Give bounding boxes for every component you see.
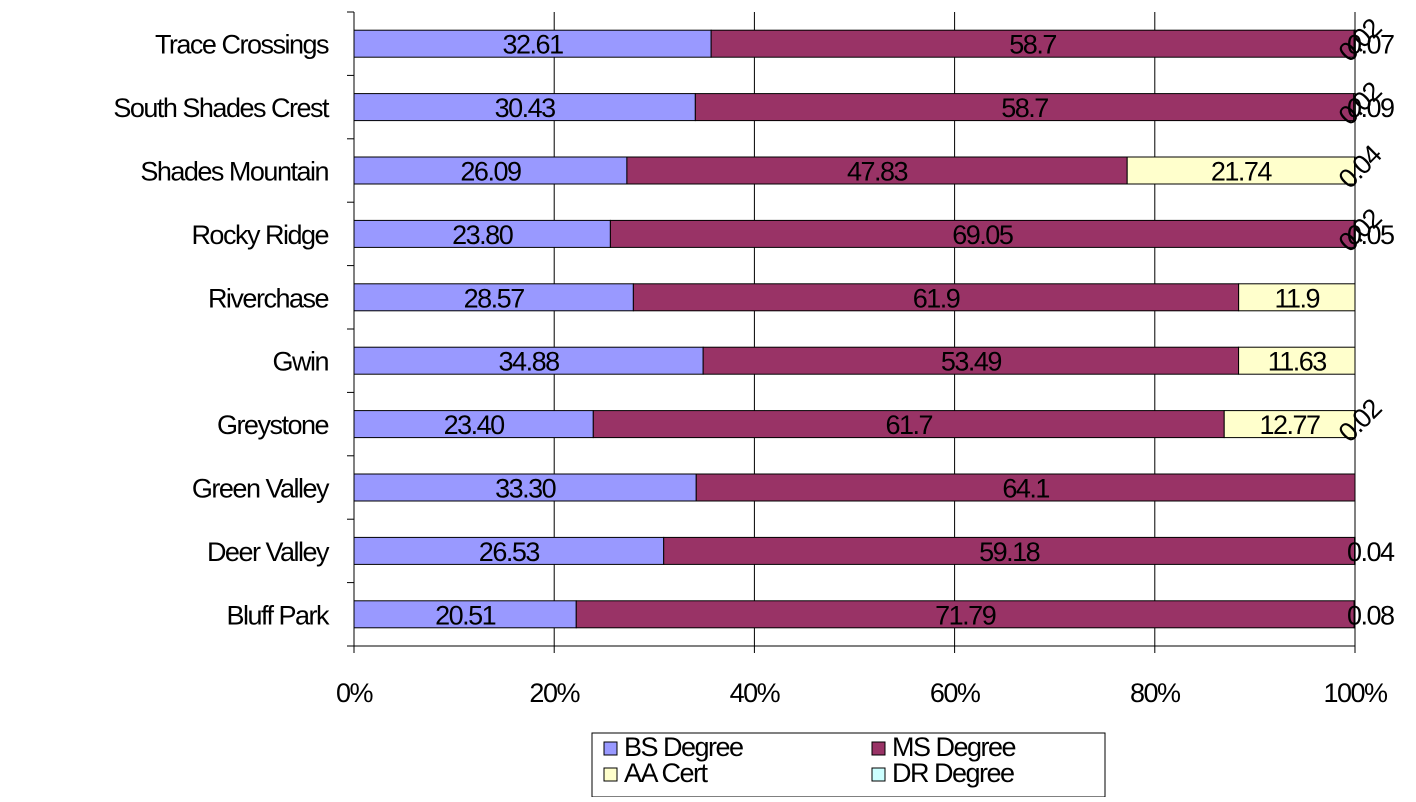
bar-segment — [353, 29, 712, 58]
data-label: 61.7 — [885, 410, 932, 440]
data-label: 11.63 — [1268, 347, 1327, 377]
bar-segment — [575, 600, 1355, 629]
bar-segment — [592, 410, 1225, 439]
x-tick-label: 0% — [336, 678, 374, 708]
bar-segment — [353, 219, 611, 248]
bar-segment — [609, 219, 1355, 248]
bar-segment — [1354, 156, 1356, 185]
data-label: 33.30 — [495, 474, 556, 504]
category-label: Trace Crossings — [155, 30, 329, 60]
data-label: 32.61 — [503, 30, 564, 60]
category-label: Greystone — [217, 410, 329, 440]
x-tick-label: 60% — [930, 678, 981, 708]
data-label: 0.02 — [1333, 393, 1387, 447]
legend-label: MS Degree — [892, 732, 1016, 762]
data-label: 58.7 — [1001, 93, 1048, 123]
data-label: 0.08 — [1347, 600, 1394, 630]
legend-swatch — [871, 741, 886, 756]
data-label: 0.04 — [1347, 537, 1395, 567]
x-tick-label: 20% — [529, 678, 580, 708]
category-label: Bluff Park — [226, 600, 330, 630]
legend-box — [591, 732, 1106, 798]
legend-swatch — [871, 767, 886, 782]
x-tick-label: 100% — [1323, 678, 1388, 708]
x-tick-label: 80% — [1130, 678, 1181, 708]
category-label: Green Valley — [192, 474, 330, 504]
bar-segment — [1353, 600, 1356, 629]
bar-segment — [1126, 156, 1356, 185]
bar-segment — [1354, 410, 1356, 439]
data-label: 64.1 — [1002, 474, 1049, 504]
data-label: 69.05 — [952, 220, 1013, 250]
bar-segment — [663, 536, 1356, 565]
bar-segment — [1238, 283, 1356, 312]
category-label: Gwin — [272, 347, 328, 377]
bar-segment — [695, 473, 1356, 502]
data-label: 30.43 — [495, 93, 556, 123]
category-label: Shades Mountain — [140, 157, 328, 187]
category-label: Riverchase — [208, 283, 329, 313]
data-label: 11.9 — [1275, 283, 1320, 313]
data-label: 53.49 — [941, 347, 1002, 377]
data-label: 23.80 — [452, 220, 513, 250]
data-label: 58.7 — [1009, 30, 1056, 60]
bar-segment — [702, 346, 1240, 375]
legend-label: DR Degree — [892, 758, 1014, 788]
bar-segment — [353, 283, 634, 312]
x-tick-label: 40% — [730, 678, 781, 708]
bar-segment — [353, 346, 704, 375]
data-label: 59.18 — [979, 537, 1040, 567]
bar-segment — [353, 473, 697, 502]
data-label: 23.40 — [444, 410, 505, 440]
bar-segment — [1238, 346, 1356, 375]
data-label: 26.53 — [479, 537, 540, 567]
bar-segment — [353, 93, 696, 122]
data-label: 26.09 — [460, 157, 521, 187]
bar-segment — [1223, 410, 1356, 439]
bar-segment — [1354, 93, 1356, 122]
bar-segment — [694, 93, 1355, 122]
data-label: 20.51 — [435, 600, 496, 630]
bar-segment — [1354, 29, 1356, 58]
data-label: 28.57 — [464, 283, 525, 313]
category-label: Deer Valley — [207, 537, 330, 567]
data-label: 0.04 — [1333, 139, 1388, 194]
bar-segment — [353, 410, 594, 439]
bar-segment — [353, 600, 577, 629]
legend-swatch — [603, 741, 618, 756]
bar-segment — [1354, 219, 1356, 248]
data-label: 12.77 — [1259, 410, 1320, 440]
legend-swatch — [603, 767, 618, 782]
data-label: 71.79 — [935, 600, 996, 630]
data-label: 47.83 — [847, 157, 908, 187]
bar-segment — [1354, 536, 1356, 565]
data-label: 34.88 — [499, 347, 560, 377]
category-label: Rocky Ridge — [191, 220, 328, 250]
category-label: South Shades Crest — [113, 93, 330, 123]
bar-segment — [626, 156, 1128, 185]
legend-label: AA Cert — [624, 758, 709, 788]
bar-segment — [353, 156, 628, 185]
data-label: 61.9 — [913, 283, 960, 313]
data-label: 21.74 — [1211, 157, 1273, 187]
legend-label: BS Degree — [624, 732, 743, 762]
